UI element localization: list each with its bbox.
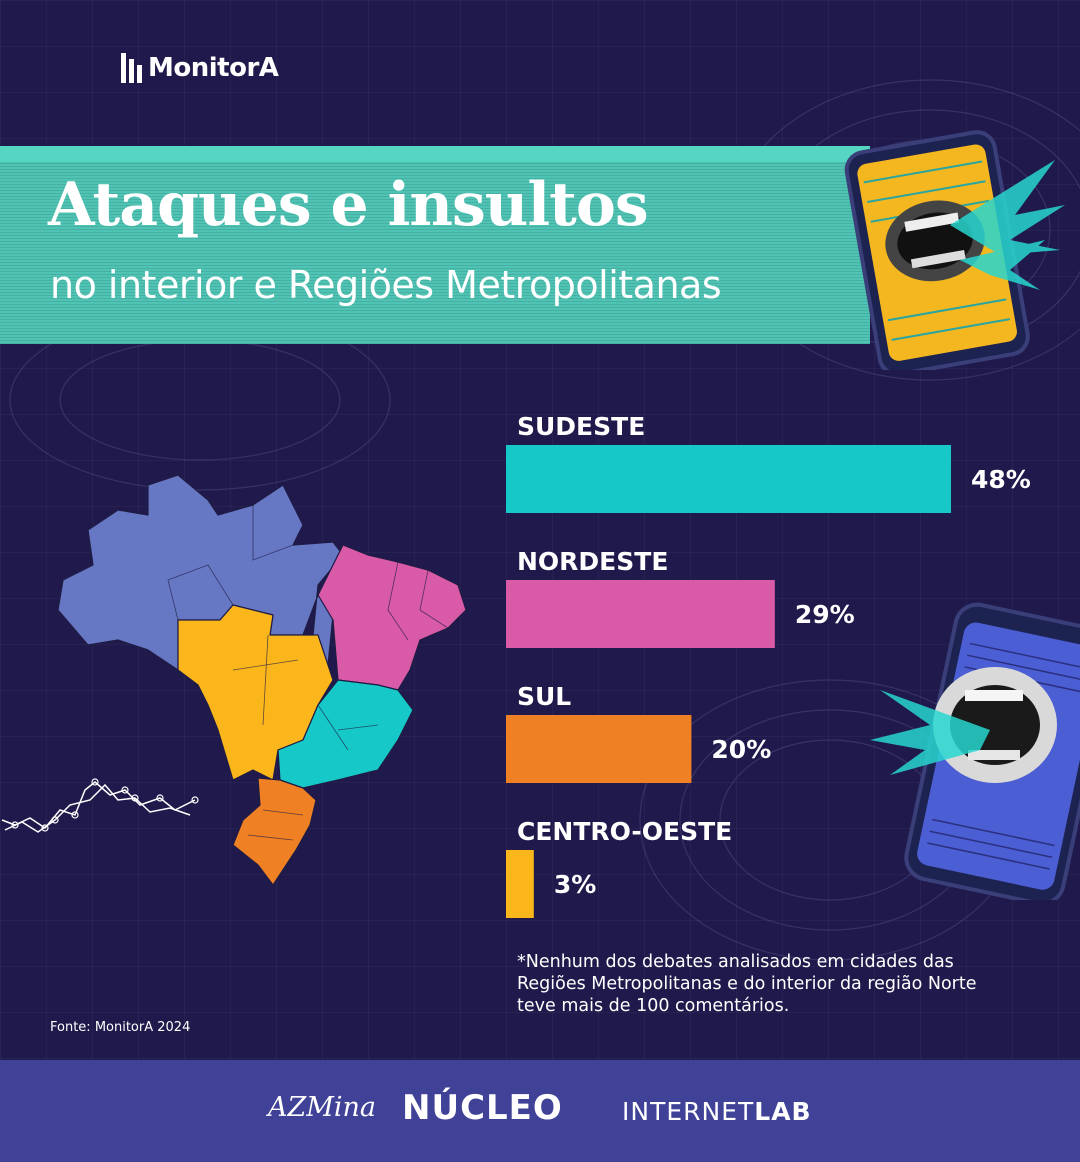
bar-label-sudeste: SUDESTE — [517, 412, 645, 441]
phone-shouting-mouth-icon — [844, 130, 1065, 370]
logo-text: MonitorA — [148, 53, 279, 83]
azmina-logo: AZMina — [268, 1092, 377, 1123]
logo-bars-icon — [121, 53, 142, 83]
map-region-nordeste — [317, 544, 467, 691]
monitora-logo: MonitorA — [121, 50, 279, 86]
source-label: Fonte: MonitorA 2024 — [50, 1020, 191, 1035]
page-subtitle: no interior e Regiões Metropolitanas — [50, 263, 722, 307]
bar-value-centro-oeste: 3% — [554, 870, 596, 899]
map-region-sul — [232, 777, 317, 886]
internetlab-logo-part2: LAB — [754, 1097, 812, 1126]
bar-nordeste — [506, 580, 775, 648]
bar-centro-oeste — [506, 850, 534, 918]
internetlab-logo: INTERNETLAB — [622, 1097, 812, 1126]
page-title: Ataques e insultos — [48, 170, 649, 240]
bar-value-sul: 20% — [711, 735, 771, 764]
bar-label-centro-oeste: CENTRO-OESTE — [517, 817, 732, 846]
footnote: *Nenhum dos debates analisados em cidade… — [517, 952, 977, 1016]
map-region-sudeste — [277, 679, 414, 789]
title-banner — [0, 146, 870, 344]
brazil-regions-map — [57, 474, 467, 886]
bar-value-sudeste: 48% — [971, 465, 1031, 494]
decorative-line-graph — [1, 778, 199, 833]
footer-partners — [0, 1060, 1080, 1162]
bar-sul — [506, 715, 692, 783]
bar-chart: SUDESTE 48% NORDESTE 29% SUL 20% CENTRO-OESTE 3… — [506, 412, 1031, 918]
bar-label-sul: SUL — [517, 682, 571, 711]
title-banner-highlight — [0, 146, 870, 162]
bar-value-nordeste: 29% — [795, 600, 855, 629]
bar-sudeste — [506, 445, 951, 513]
phone-open-mouth-icon — [870, 602, 1080, 900]
map-region-norte — [57, 474, 344, 691]
internetlab-logo-part1: INTERNET — [622, 1097, 755, 1126]
nucleo-logo: NÚCLEO — [402, 1088, 563, 1128]
bar-label-nordeste: NORDESTE — [517, 547, 668, 576]
